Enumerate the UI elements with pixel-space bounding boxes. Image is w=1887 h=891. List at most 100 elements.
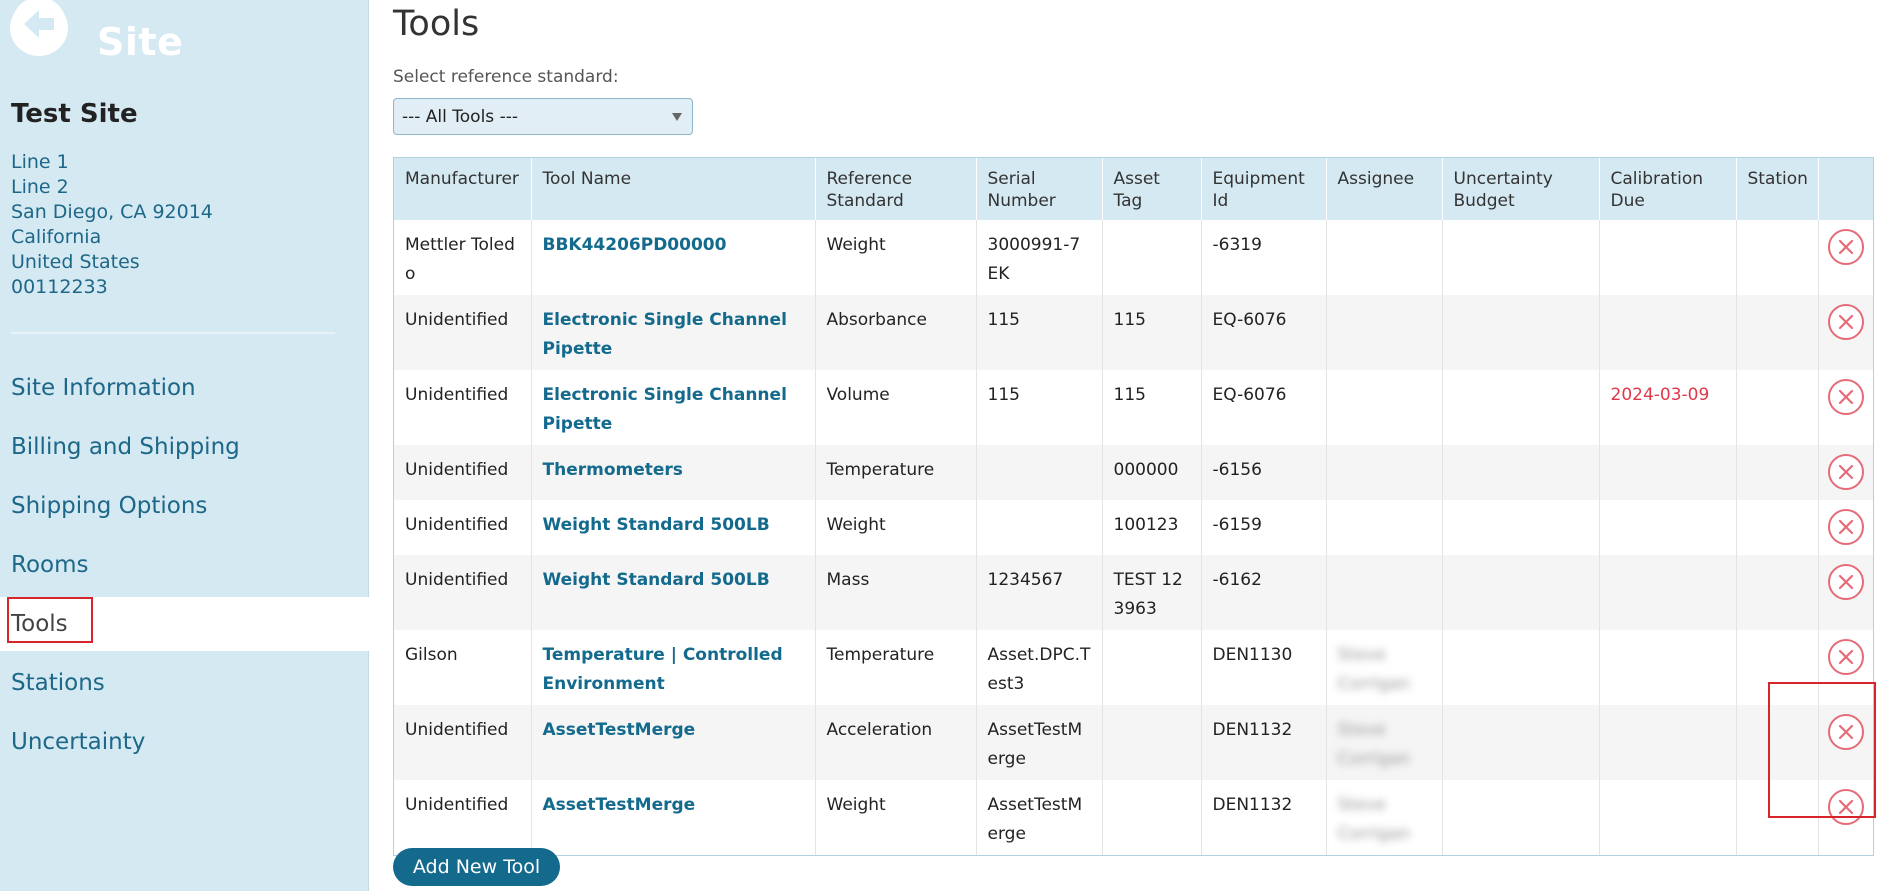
sidebar-item-shipping-options[interactable]: Shipping Options bbox=[11, 493, 208, 519]
cell-uncertainty-budget bbox=[1442, 445, 1600, 500]
delete-tool-button[interactable] bbox=[1827, 509, 1864, 545]
address-line: Line 2 bbox=[11, 176, 69, 198]
cell-actions bbox=[1818, 630, 1873, 705]
cell-assignee-value: Steve Corrigan bbox=[1337, 720, 1411, 769]
close-icon bbox=[1838, 314, 1853, 330]
cell-station bbox=[1736, 220, 1819, 295]
sidebar-item-tools[interactable]: Tools bbox=[0, 597, 369, 651]
cell-tool-name-value[interactable]: Electronic Single Channel Pipette bbox=[542, 310, 787, 359]
column-header-manufacturer[interactable]: Manufacturer bbox=[394, 158, 532, 220]
column-header-assignee[interactable]: Assignee bbox=[1326, 158, 1443, 220]
cell-manufacturer: Unidentified bbox=[394, 445, 532, 500]
sidebar-item-rooms[interactable]: Rooms bbox=[11, 552, 89, 578]
cell-asset-tag-value: TEST 123963 bbox=[1113, 570, 1183, 619]
cell-manufacturer-value: Unidentified bbox=[405, 515, 509, 535]
delete-tool-button[interactable] bbox=[1827, 714, 1864, 750]
cell-manufacturer: Unidentified bbox=[394, 555, 532, 630]
cell-tool-name-value[interactable]: Weight Standard 500LB bbox=[542, 515, 770, 535]
address-line: Line 1 bbox=[11, 151, 69, 173]
cell-manufacturer: Unidentified bbox=[394, 295, 532, 370]
column-header-uncertainty-budget[interactable]: Uncertainty Budget bbox=[1442, 158, 1600, 220]
cell-calibration-due bbox=[1599, 445, 1737, 500]
cell-asset-tag-value: 115 bbox=[1113, 310, 1146, 330]
cell-tool-name-value[interactable]: BBK44206PD00000 bbox=[542, 235, 727, 255]
sidebar-item-stations[interactable]: Stations bbox=[11, 670, 105, 696]
page-title: Tools bbox=[393, 4, 480, 44]
delete-tool-button[interactable] bbox=[1827, 304, 1864, 340]
cell-manufacturer-value: Unidentified bbox=[405, 310, 509, 330]
cell-tool-name-value[interactable]: Temperature | Controlled Environment bbox=[542, 645, 783, 694]
cell-station bbox=[1736, 370, 1819, 445]
column-header-equipment-id[interactable]: Equipment Id bbox=[1201, 158, 1327, 220]
column-header-reference-standard[interactable]: Reference Standard bbox=[815, 158, 977, 220]
cell-equipment-id-value: DEN1132 bbox=[1212, 795, 1293, 815]
cell-assignee bbox=[1326, 445, 1443, 500]
cell-serial-number-value: 3000991-7EK bbox=[987, 235, 1081, 284]
cell-serial-number: Asset.DPC.Test3 bbox=[976, 630, 1103, 705]
cell-tool-name-value[interactable]: AssetTestMerge bbox=[542, 795, 696, 815]
cell-equipment-id-value: -6156 bbox=[1212, 460, 1262, 480]
add-new-tool-button[interactable]: Add New Tool bbox=[393, 848, 560, 886]
close-icon bbox=[1838, 239, 1853, 255]
delete-tool-button[interactable] bbox=[1827, 789, 1864, 825]
reference-standard-label: Select reference standard: bbox=[393, 67, 619, 87]
cell-equipment-id: -6319 bbox=[1201, 220, 1327, 295]
cell-asset-tag: 115 bbox=[1102, 295, 1202, 370]
delete-tool-button[interactable] bbox=[1827, 379, 1864, 415]
close-icon bbox=[1838, 464, 1853, 480]
delete-tool-button[interactable] bbox=[1827, 639, 1864, 675]
cell-manufacturer: Gilson bbox=[394, 630, 532, 705]
address-line: California bbox=[11, 226, 102, 248]
cell-uncertainty-budget bbox=[1442, 555, 1600, 630]
site-name: Test Site bbox=[11, 99, 138, 129]
delete-tool-button[interactable] bbox=[1827, 564, 1864, 600]
cell-tool-name-value[interactable]: Electronic Single Channel Pipette bbox=[542, 385, 787, 434]
cell-serial-number: AssetTestMerge bbox=[976, 705, 1103, 780]
cell-reference-standard-value: Mass bbox=[826, 570, 870, 590]
cell-uncertainty-budget bbox=[1442, 220, 1600, 295]
table-row: Gilson Temperature | Controlled Environme… bbox=[394, 630, 1873, 705]
column-header-asset-tag[interactable]: Asset Tag bbox=[1102, 158, 1202, 220]
close-icon bbox=[1838, 724, 1853, 740]
cell-manufacturer-value: Unidentified bbox=[405, 385, 509, 405]
delete-tool-button[interactable] bbox=[1827, 229, 1864, 265]
cell-tool-name-value[interactable]: AssetTestMerge bbox=[542, 720, 696, 740]
cell-assignee bbox=[1326, 295, 1443, 370]
cell-station bbox=[1736, 295, 1819, 370]
cell-uncertainty-budget bbox=[1442, 780, 1600, 855]
cell-station bbox=[1736, 500, 1819, 555]
column-header-calibration-due[interactable]: Calibration Due bbox=[1599, 158, 1737, 220]
cell-reference-standard-value: Temperature bbox=[826, 645, 935, 665]
table-row: Unidentified AssetTestMerge Weight AssetTes… bbox=[394, 780, 1873, 855]
cell-equipment-id-value: -6319 bbox=[1212, 235, 1262, 255]
reference-standard-select[interactable]: --- All Tools --- bbox=[393, 98, 693, 135]
sidebar-item-site-information[interactable]: Site Information bbox=[11, 375, 196, 401]
cell-asset-tag-value: 115 bbox=[1113, 385, 1146, 405]
cell-calibration-due bbox=[1599, 555, 1737, 630]
cell-manufacturer-value: Unidentified bbox=[405, 570, 509, 590]
back-button[interactable] bbox=[10, 0, 68, 56]
cell-calibration-due bbox=[1599, 220, 1737, 295]
cell-tool-name: Weight Standard 500LB bbox=[531, 555, 816, 630]
cell-tool-name-value[interactable]: Thermometers bbox=[542, 460, 683, 480]
cell-equipment-id-value: EQ-6076 bbox=[1212, 310, 1287, 330]
sidebar-divider bbox=[11, 332, 335, 334]
cell-station bbox=[1736, 445, 1819, 500]
column-header-tool-name[interactable]: Tool Name bbox=[531, 158, 816, 220]
cell-serial-number bbox=[976, 500, 1103, 555]
column-header-station[interactable]: Station bbox=[1736, 158, 1819, 220]
delete-tool-button[interactable] bbox=[1827, 454, 1864, 490]
cell-tool-name: Temperature | Controlled Environment bbox=[531, 630, 816, 705]
cell-asset-tag-value: 000000 bbox=[1113, 460, 1179, 480]
cell-station bbox=[1736, 780, 1819, 855]
cell-assignee bbox=[1326, 370, 1443, 445]
cell-assignee bbox=[1326, 555, 1443, 630]
cell-asset-tag bbox=[1102, 705, 1202, 780]
sidebar-item-billing-and-shipping[interactable]: Billing and Shipping bbox=[11, 434, 240, 460]
column-header-serial-number[interactable]: Serial Number bbox=[976, 158, 1103, 220]
sidebar-item-uncertainty[interactable]: Uncertainty bbox=[11, 729, 146, 755]
cell-asset-tag bbox=[1102, 220, 1202, 295]
cell-asset-tag: TEST 123963 bbox=[1102, 555, 1202, 630]
cell-tool-name-value[interactable]: Weight Standard 500LB bbox=[542, 570, 770, 590]
cell-equipment-id-value: EQ-6076 bbox=[1212, 385, 1287, 405]
